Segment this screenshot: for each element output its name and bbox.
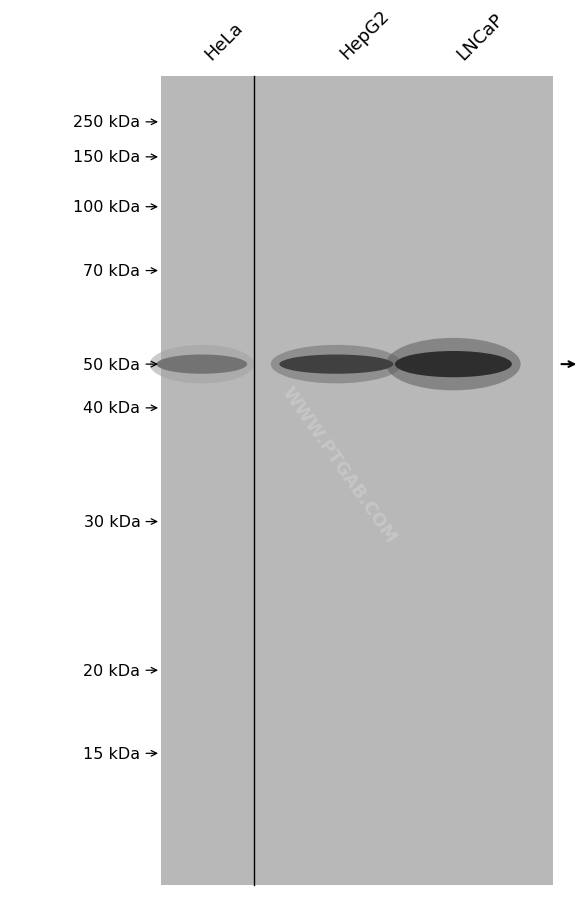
Ellipse shape xyxy=(156,355,247,374)
Text: 70 kDa: 70 kDa xyxy=(84,263,140,279)
Text: LNCaP: LNCaP xyxy=(453,10,507,63)
Text: HepG2: HepG2 xyxy=(336,7,393,63)
Ellipse shape xyxy=(150,345,254,384)
Text: 50 kDa: 50 kDa xyxy=(84,357,140,373)
Ellipse shape xyxy=(280,355,393,374)
Text: 40 kDa: 40 kDa xyxy=(84,400,140,416)
Text: 250 kDa: 250 kDa xyxy=(73,115,140,130)
Text: 20 kDa: 20 kDa xyxy=(84,663,140,678)
Text: 30 kDa: 30 kDa xyxy=(84,514,140,529)
Ellipse shape xyxy=(386,338,521,391)
Ellipse shape xyxy=(395,352,512,378)
Text: WWW.PTGAB.COM: WWW.PTGAB.COM xyxy=(278,384,400,547)
Text: 150 kDa: 150 kDa xyxy=(73,150,140,165)
Text: 100 kDa: 100 kDa xyxy=(73,200,140,215)
Ellipse shape xyxy=(271,345,402,384)
Bar xyxy=(161,77,553,885)
Text: HeLa: HeLa xyxy=(202,18,247,63)
Text: 15 kDa: 15 kDa xyxy=(83,746,140,761)
